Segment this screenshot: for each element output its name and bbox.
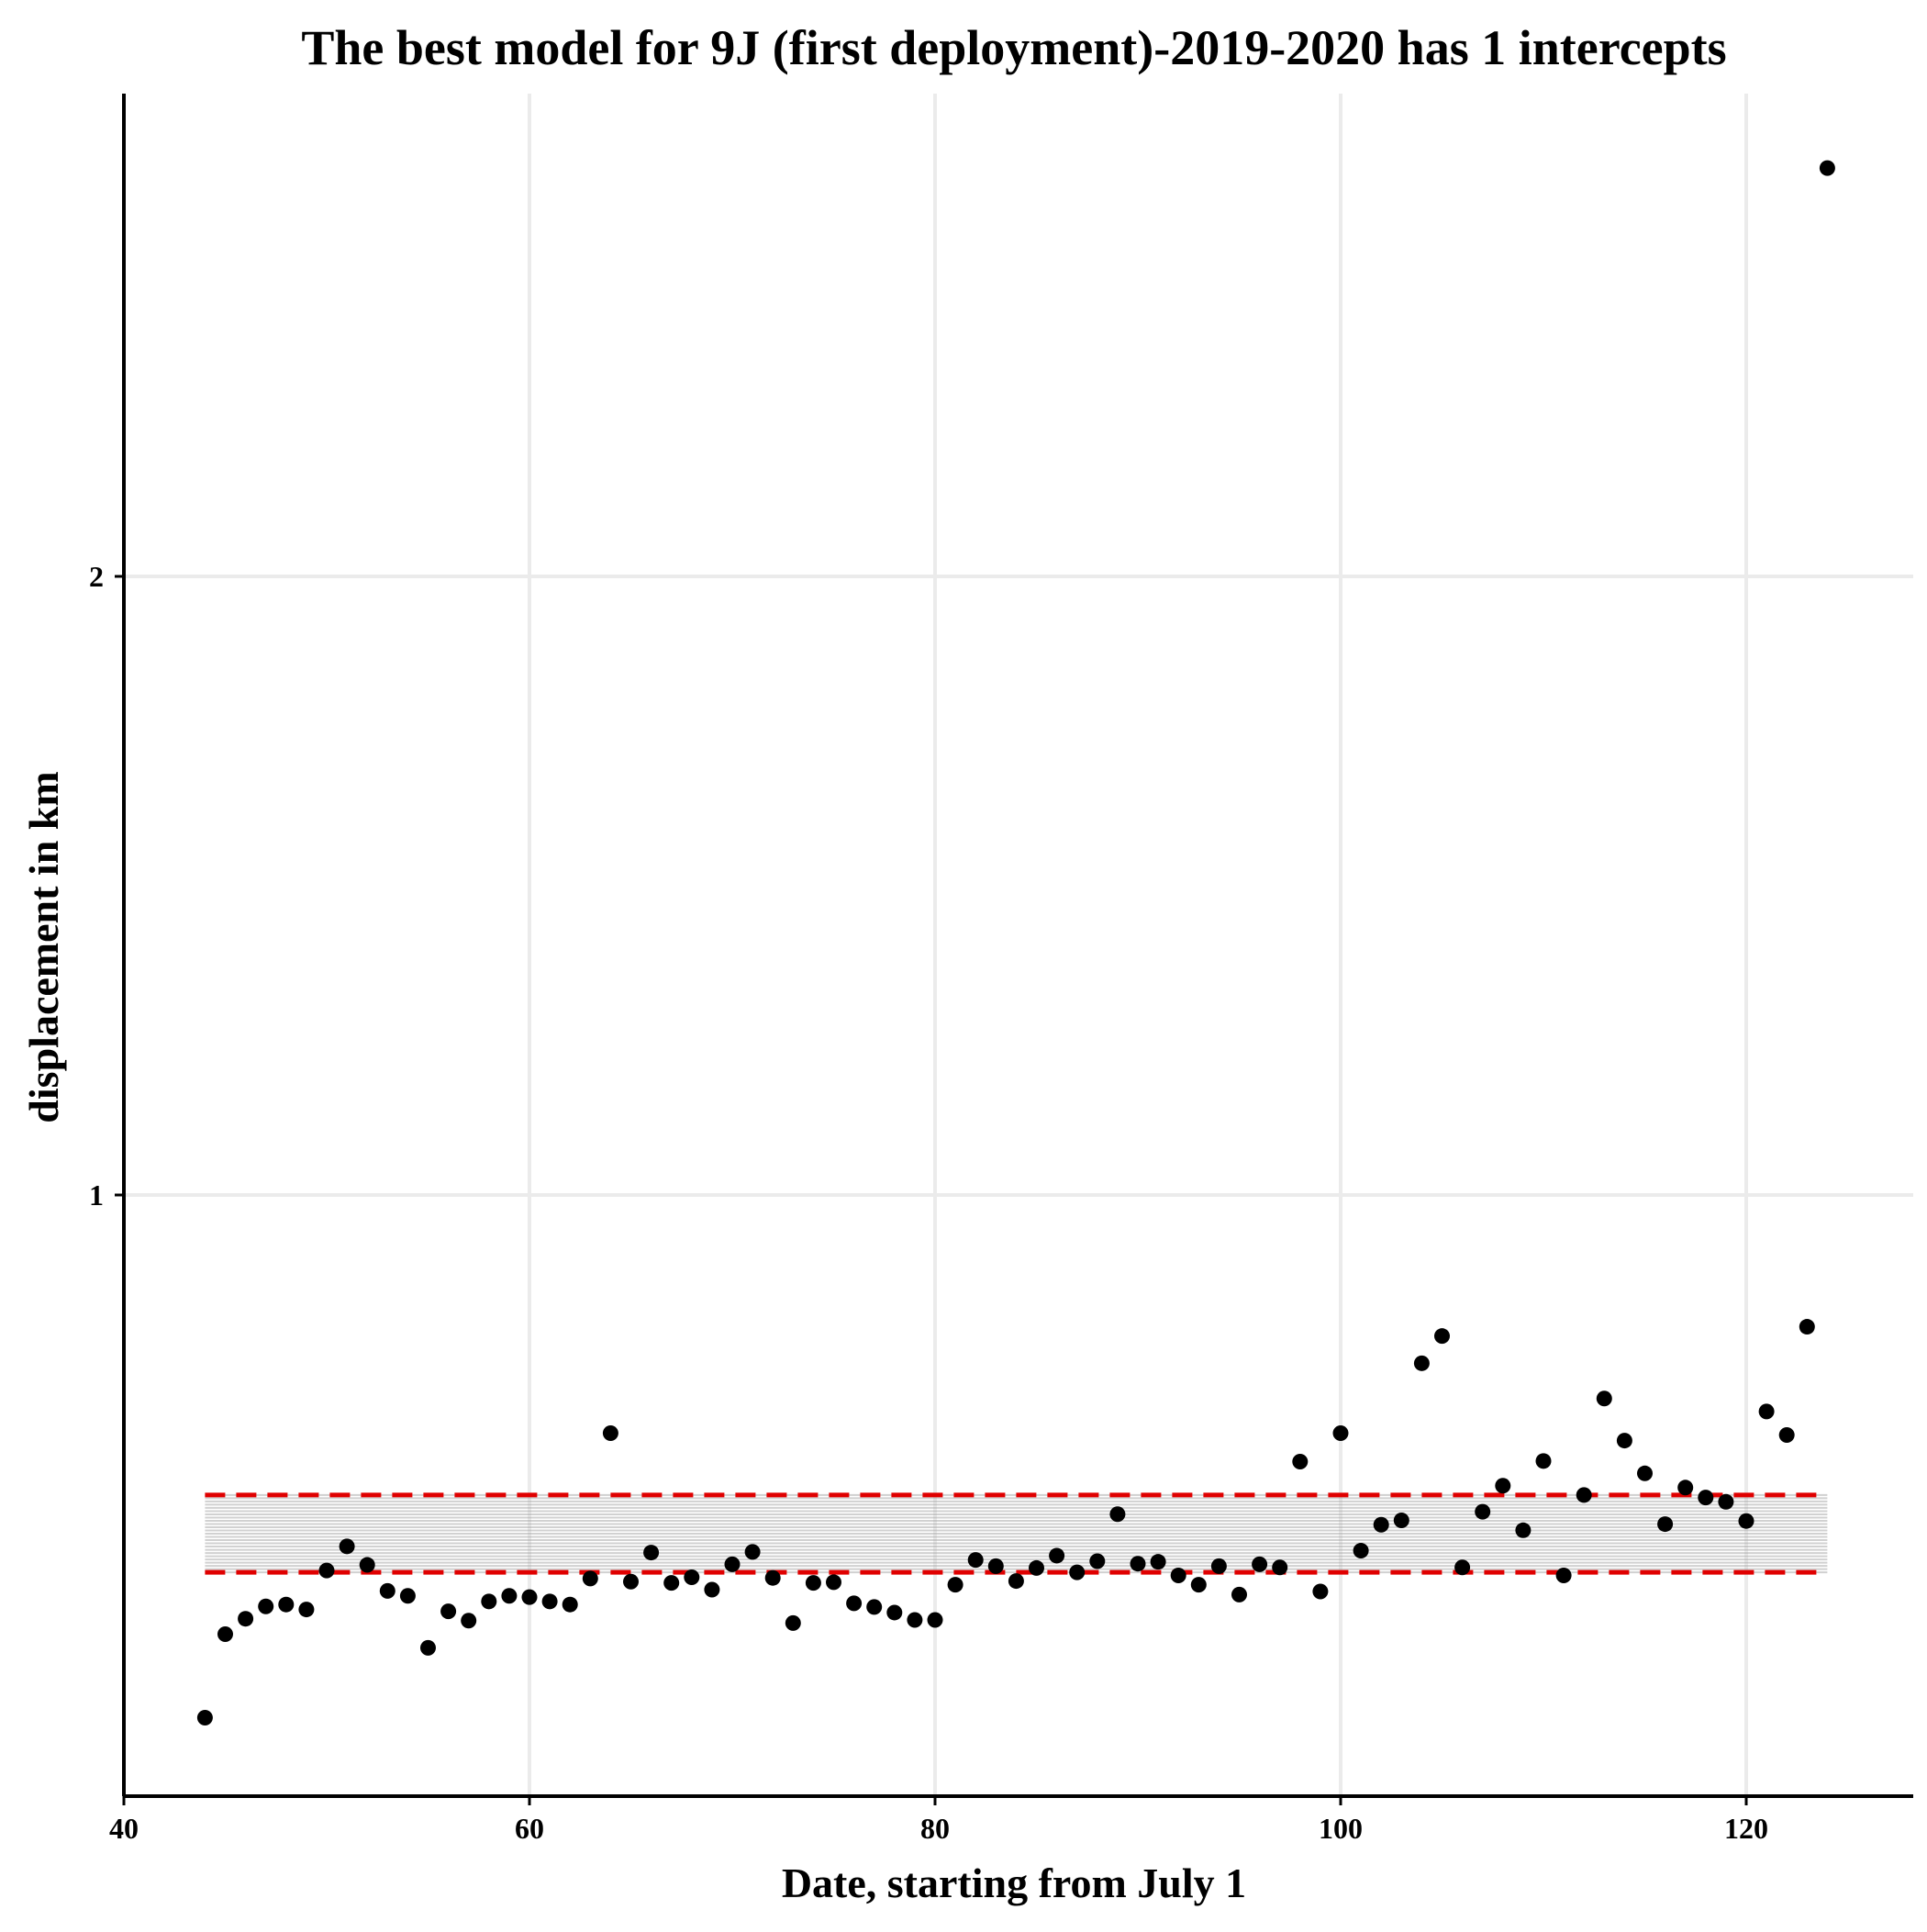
- data-point: [684, 1569, 700, 1586]
- y-tick-label: 2: [89, 560, 104, 593]
- data-point: [907, 1612, 923, 1628]
- data-point: [1049, 1547, 1065, 1564]
- data-point: [1535, 1453, 1552, 1469]
- data-point: [258, 1598, 274, 1614]
- x-tick-label: 40: [109, 1812, 139, 1845]
- data-point: [1677, 1480, 1694, 1496]
- x-tick-label: 60: [515, 1812, 544, 1845]
- y-tick-label: 1: [89, 1178, 104, 1212]
- data-point: [1130, 1556, 1146, 1572]
- data-point: [1555, 1568, 1572, 1584]
- data-point: [1738, 1513, 1754, 1529]
- data-point: [318, 1562, 335, 1579]
- data-point: [886, 1604, 903, 1621]
- grid: [122, 94, 1913, 1796]
- data-point: [1272, 1559, 1288, 1576]
- data-point: [764, 1569, 781, 1586]
- data-point: [440, 1603, 457, 1620]
- data-point: [1616, 1433, 1632, 1449]
- data-point: [298, 1602, 315, 1618]
- data-point: [1170, 1568, 1186, 1584]
- data-point: [1008, 1573, 1024, 1590]
- x-tick-label: 120: [1724, 1812, 1768, 1845]
- data-point: [1657, 1516, 1674, 1533]
- data-point: [1718, 1493, 1734, 1510]
- data-point: [420, 1639, 436, 1656]
- data-point: [1089, 1553, 1106, 1569]
- data-point: [623, 1573, 639, 1590]
- data-point: [1758, 1403, 1775, 1420]
- data-point: [1576, 1487, 1592, 1503]
- x-tick-label: 80: [920, 1812, 950, 1845]
- data-point: [1799, 1319, 1815, 1335]
- data-point: [805, 1575, 821, 1591]
- data-point: [1434, 1328, 1450, 1345]
- data-point: [461, 1613, 477, 1629]
- data-point: [196, 1710, 213, 1726]
- data-point: [947, 1577, 964, 1593]
- data-point: [1231, 1586, 1247, 1603]
- data-point: [785, 1614, 801, 1631]
- data-point: [521, 1589, 538, 1605]
- data-point: [278, 1596, 295, 1613]
- model-band: [205, 1492, 1828, 1575]
- data-point: [826, 1574, 841, 1591]
- x-tick-label: 100: [1319, 1812, 1363, 1845]
- data-point: [1252, 1556, 1268, 1572]
- data-point: [1353, 1543, 1369, 1559]
- data-point: [1190, 1577, 1207, 1593]
- data-point: [1332, 1424, 1349, 1441]
- data-point: [481, 1593, 497, 1610]
- data-point: [562, 1596, 578, 1613]
- data-point: [1596, 1390, 1612, 1407]
- data-point: [379, 1582, 395, 1599]
- data-point: [238, 1611, 254, 1627]
- data-point: [1413, 1355, 1430, 1371]
- data-point: [582, 1570, 598, 1587]
- data-point: [724, 1556, 741, 1572]
- data-point: [663, 1575, 680, 1591]
- chart-title: The best model for 9J (first deployment)…: [301, 20, 1726, 75]
- data-point: [927, 1612, 943, 1628]
- data-point: [1698, 1490, 1714, 1506]
- data-point: [744, 1544, 761, 1560]
- data-point: [1637, 1465, 1653, 1481]
- data-point: [1475, 1503, 1491, 1520]
- data-point: [541, 1593, 558, 1610]
- data-point: [399, 1588, 416, 1604]
- data-point: [1292, 1453, 1309, 1469]
- data-point: [1454, 1559, 1471, 1576]
- data-point: [643, 1545, 660, 1561]
- data-point: [1069, 1564, 1086, 1580]
- data-point: [359, 1557, 375, 1573]
- data-point: [1312, 1583, 1329, 1600]
- data-point: [967, 1552, 984, 1569]
- data-point: [1150, 1554, 1166, 1570]
- data-point: [1515, 1522, 1532, 1538]
- data-point: [501, 1588, 518, 1604]
- data-point: [1495, 1478, 1511, 1494]
- data-point: [1819, 160, 1835, 176]
- data-points: [196, 160, 1835, 1726]
- data-point: [704, 1581, 720, 1598]
- data-point: [866, 1599, 883, 1615]
- axes: [122, 94, 1913, 1798]
- data-point: [987, 1558, 1004, 1574]
- data-point: [1029, 1559, 1044, 1576]
- x-axis-title: Date, starting from July 1: [782, 1859, 1246, 1906]
- data-point: [602, 1424, 618, 1441]
- data-point: [1210, 1558, 1227, 1574]
- data-point: [846, 1595, 863, 1612]
- data-point: [1109, 1506, 1126, 1523]
- data-point: [1373, 1516, 1389, 1533]
- data-point: [339, 1538, 355, 1555]
- data-point: [1778, 1427, 1795, 1444]
- data-point: [217, 1626, 233, 1643]
- tick-labels: 40 60 80 100 120 1 2: [89, 560, 1768, 1845]
- y-axis-title: displacement in km: [20, 771, 67, 1122]
- data-point: [1393, 1513, 1409, 1529]
